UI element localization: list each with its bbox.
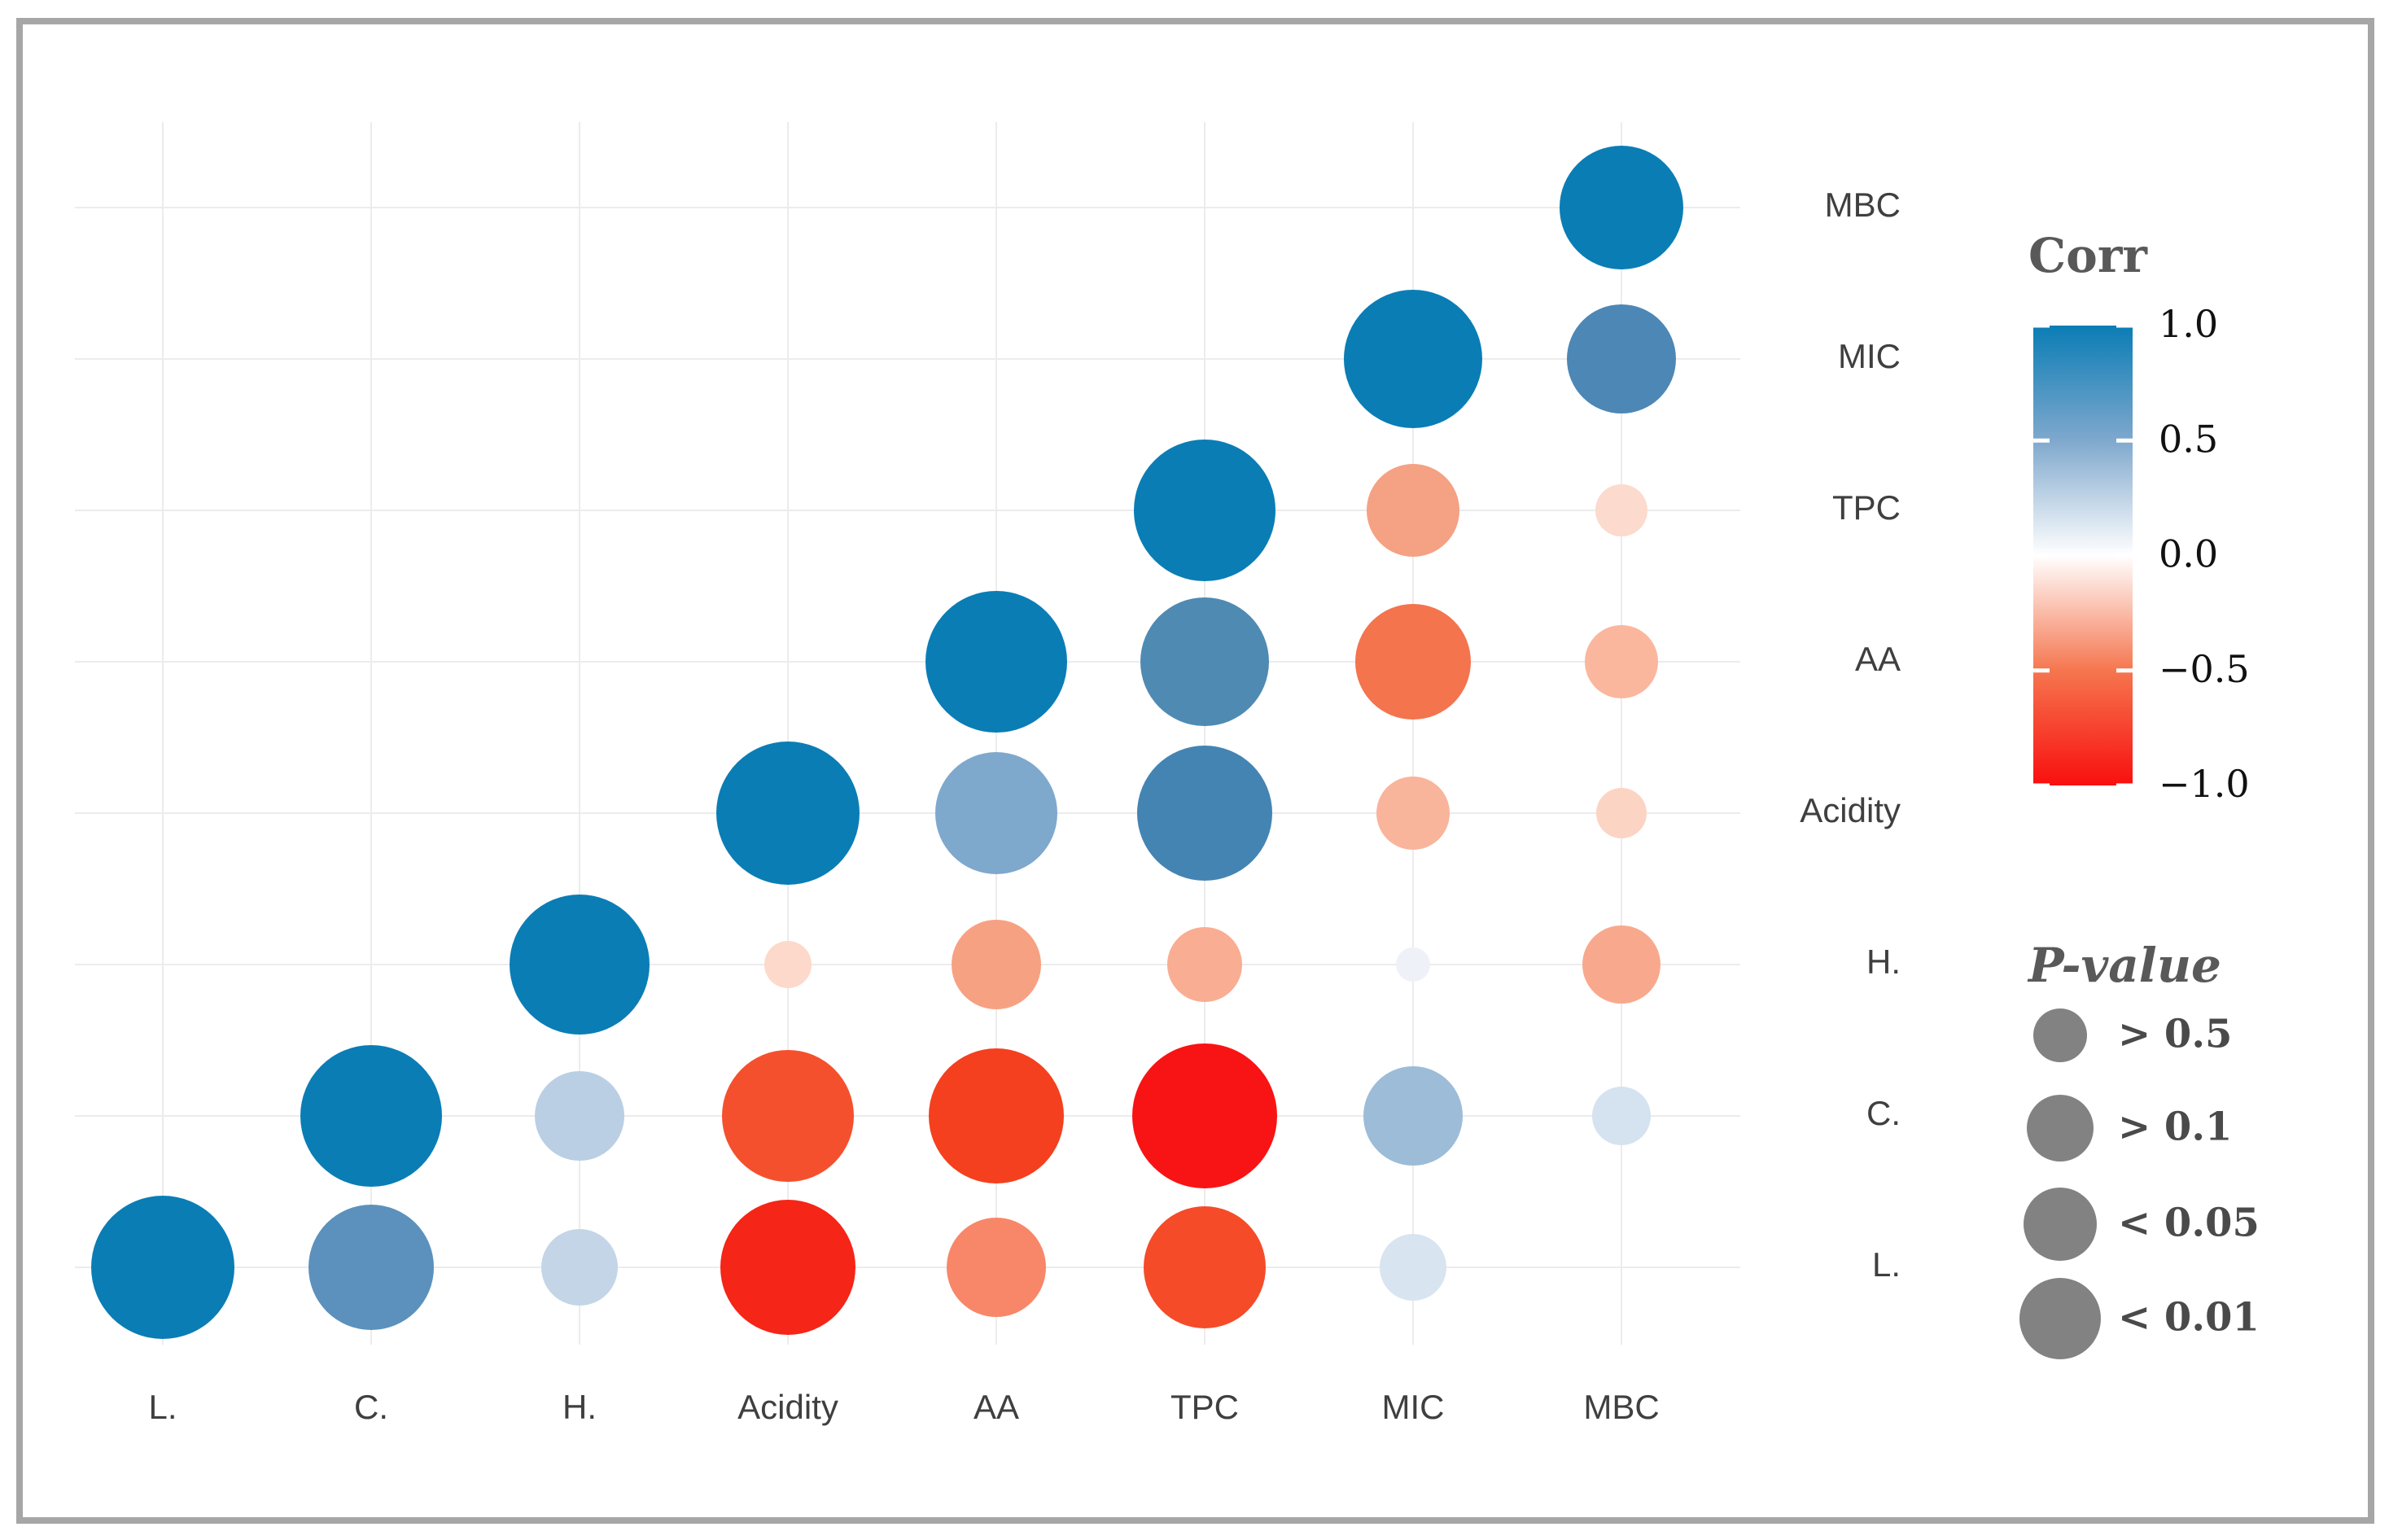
pvalue-legend-circle-0 [2033,1008,2087,1062]
colorbar-tick-label-0.0: 0.0 [2159,532,2218,576]
matrix-cell-H-H [510,895,650,1035]
x-axis-label-MIC: MIC [1382,1388,1445,1426]
matrix-cell-Acidity-AA [935,752,1057,874]
matrix-cell-C-AA [929,1048,1064,1183]
matrix-cell-Acidity-MIC [1376,777,1450,850]
matrix-cell-C-TPC [1132,1043,1277,1188]
figure-border-frame [16,18,2374,1524]
y-axis-label-C.: C. [1866,1094,1901,1132]
matrix-cell-H-AA [952,920,1041,1009]
matrix-cell-H-Acidity [764,941,812,988]
x-axis-label-C.: C. [354,1388,388,1426]
x-axis-label-TPC: TPC [1170,1388,1239,1426]
matrix-cell-TPC-MIC [1367,464,1459,557]
corr-legend-title: Corr [2028,228,2148,283]
matrix-cell-MIC-MBC [1567,304,1676,413]
matrix-cell-AA-MIC [1355,604,1471,720]
colorbar-notch-right [2116,668,2133,673]
x-axis-label-H.: H. [562,1388,597,1426]
colorbar-notch-right [2116,553,2133,558]
matrix-cell-C-C [300,1045,442,1187]
colorbar-notch-right [2116,783,2133,788]
y-axis-label-L.: L. [1872,1245,1901,1284]
x-axis-label-L.: L. [148,1388,177,1426]
pvalue-legend-circle-1 [2027,1095,2094,1162]
matrix-cell-H-MBC [1582,925,1660,1004]
colorbar-notch-right [2116,323,2133,328]
pvalue-legend-label-0: > 0.5 [2118,1012,2232,1057]
matrix-cell-C-MIC [1363,1066,1463,1166]
colorbar-notch-left [2033,553,2050,558]
colorbar-tick-label-−0.5: −0.5 [2159,647,2250,691]
matrix-cells [91,146,1683,1339]
matrix-cell-L-C [308,1205,434,1330]
matrix-cell-L-MIC [1380,1234,1446,1301]
matrix-cell-AA-MBC [1585,625,1658,698]
y-axis-label-MIC: MIC [1838,337,1901,375]
matrix-cell-H-TPC [1167,927,1242,1002]
matrix-cell-MBC-MBC [1560,146,1683,269]
matrix-cell-TPC-MBC [1595,484,1647,536]
matrix-cell-C-H [535,1071,624,1161]
x-axis-label-AA: AA [974,1388,1019,1426]
pvalue-legend-label-3: < 0.01 [2118,1295,2260,1341]
pvalue-legend-circle-2 [2024,1188,2097,1261]
y-axis-label-AA: AA [1855,640,1901,678]
matrix-cell-L-AA [947,1218,1046,1317]
matrix-cell-MIC-MIC [1344,290,1482,428]
x-axis-label-Acidity: Acidity [737,1388,838,1426]
x-axis-labels: L. C. H. Acidity AA TPC MIC MBC [148,1388,1659,1426]
matrix-cell-H-MIC [1396,947,1430,982]
y-axis-label-Acidity: Acidity [1800,791,1901,829]
matrix-cell-C-MBC [1592,1087,1651,1145]
colorbar-tick-label-−1.0: −1.0 [2159,762,2250,806]
colorbar [2033,326,2133,785]
x-axis-label-MBC: MBC [1583,1388,1659,1426]
matrix-cell-L-Acidity [720,1200,855,1335]
matrix-cell-L-H [541,1229,618,1306]
y-axis-label-TPC: TPC [1832,488,1901,527]
matrix-cell-AA-AA [925,591,1067,733]
matrix-cell-C-Acidity [722,1050,854,1182]
matrix-cell-Acidity-TPC [1137,746,1272,881]
matrix-cell-AA-TPC [1140,597,1269,726]
matrix-cell-L-TPC [1144,1206,1266,1328]
pvalue-legend-title: P-value [2027,938,2221,993]
colorbar-tick-label-0.5: 0.5 [2159,417,2218,461]
pvalue-legend-label-1: > 0.1 [2118,1105,2232,1150]
matrix-cell-Acidity-Acidity [716,742,860,885]
colorbar-notch-left [2033,323,2050,328]
pvalue-legend: P-value > 0.5 > 0.1 < 0.05 < 0.01 [2019,938,2260,1359]
colorbar-notch-left [2033,783,2050,788]
colorbar-tick-label-1.0: 1.0 [2159,302,2218,346]
pvalue-legend-circle-3 [2019,1278,2101,1359]
colorbar-notch-right [2116,438,2133,443]
pvalue-legend-label-2: < 0.05 [2118,1201,2260,1246]
colorbar-notch-left [2033,438,2050,443]
y-axis-labels: L. C. H. Acidity AA TPC MIC MBC [1800,186,1901,1284]
matrix-cell-L-L [91,1196,234,1339]
y-axis-label-H.: H. [1866,943,1901,981]
colorbar-notch-left [2033,668,2050,673]
matrix-cell-Acidity-MBC [1596,788,1647,838]
y-axis-label-MBC: MBC [1825,186,1901,224]
matrix-cell-TPC-TPC [1134,440,1275,581]
